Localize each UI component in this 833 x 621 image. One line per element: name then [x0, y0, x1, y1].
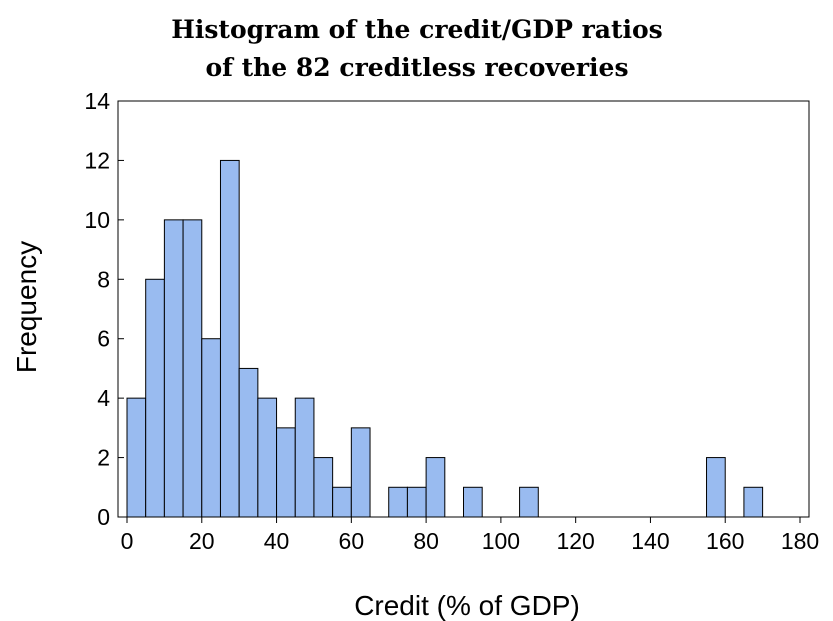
- x-tick-label: 20: [189, 528, 215, 554]
- histogram-bar: [201, 338, 221, 518]
- histogram-bar: [743, 486, 764, 518]
- x-tick-label: 60: [339, 528, 365, 554]
- histogram-bar: [219, 159, 240, 518]
- x-tick-label: 100: [482, 528, 520, 554]
- chart-title-line-1: Histogram of the credit/GDP ratios: [171, 15, 663, 44]
- histogram-bar: [257, 397, 278, 518]
- histogram-bar: [294, 397, 315, 518]
- plot-frame: [117, 100, 810, 518]
- y-tick-label: 10: [84, 207, 110, 233]
- histogram-bar: [350, 427, 371, 518]
- x-axis-label: Credit (% of GDP): [354, 590, 580, 621]
- histogram-bar: [182, 219, 203, 518]
- histogram-bar: [238, 367, 259, 518]
- histogram-bar: [706, 457, 726, 518]
- histogram-bar: [463, 486, 483, 518]
- x-tick-label: 160: [706, 528, 744, 554]
- histogram-bar: [163, 219, 184, 518]
- histogram-bar: [425, 457, 446, 518]
- y-axis: 0 2 4 6 8 10 12 14: [84, 88, 124, 530]
- x-axis: 0 20 40 60 80 100 120 140 160 180: [121, 517, 819, 554]
- histogram-bar: [276, 427, 296, 518]
- histogram-bar: [145, 278, 165, 518]
- histogram-bar: [332, 486, 352, 518]
- bars-group: [126, 159, 764, 518]
- y-tick-label: 8: [97, 266, 110, 292]
- histogram-bar: [126, 397, 147, 518]
- histogram-bar: [519, 486, 539, 518]
- histogram-bar: [313, 457, 334, 518]
- histogram-bar: [406, 486, 427, 518]
- x-tick-label: 0: [121, 528, 134, 554]
- x-tick-label: 80: [413, 528, 439, 554]
- chart-title-line-2: of the 82 creditless recoveries: [205, 53, 628, 82]
- y-tick-label: 2: [97, 445, 110, 471]
- y-tick-label: 4: [97, 385, 110, 411]
- y-tick-label: 12: [84, 147, 110, 173]
- x-tick-label: 120: [556, 528, 594, 554]
- y-tick-label: 14: [84, 88, 110, 114]
- x-tick-label: 140: [631, 528, 669, 554]
- x-tick-label: 180: [781, 528, 819, 554]
- y-tick-label: 0: [97, 504, 110, 530]
- histogram-bar: [388, 486, 408, 518]
- x-tick-label: 40: [264, 528, 290, 554]
- y-axis-label: Frequency: [11, 241, 42, 373]
- y-tick-label: 6: [97, 326, 110, 352]
